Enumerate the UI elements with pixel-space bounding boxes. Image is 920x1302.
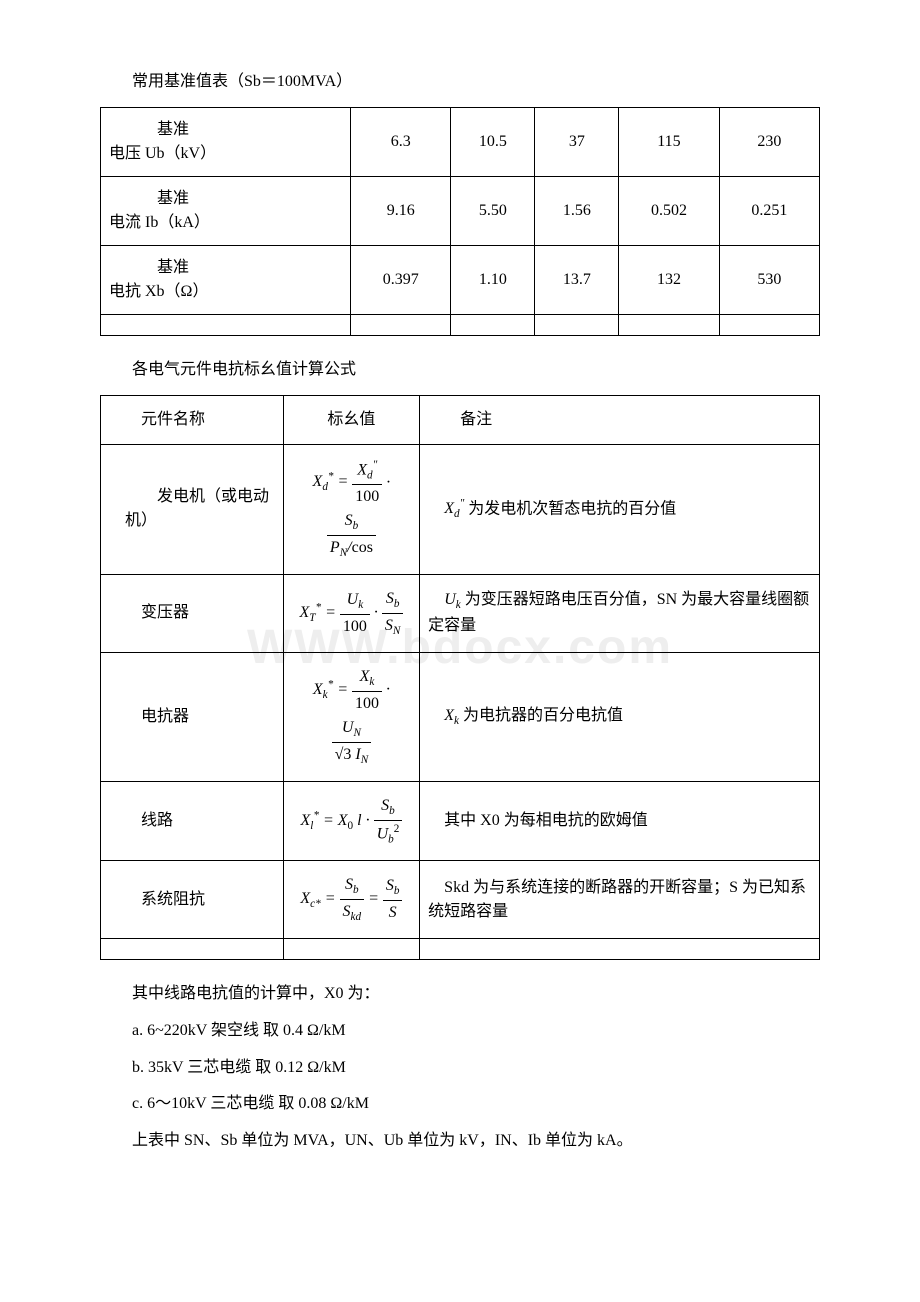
table1-title: 常用基准值表（Sb＝100MVA） (100, 68, 820, 97)
col-header: 备注 (420, 395, 820, 444)
table-row: 基准电压 Ub（kV） 6.3 10.5 37 115 230 (101, 107, 820, 176)
table-row: 电抗器 Xk* = Xk100 · UN√3 IN Xk 为电抗器的百分电抗值 (101, 652, 820, 781)
component-name: 系统阻抗 (101, 861, 284, 939)
formula-cell: Xd* = Xd"100 · SbPN/cos (283, 444, 420, 574)
formula-table: 元件名称 标幺值 备注 发电机（或电动机） Xd* = Xd"100 · SbP… (100, 395, 820, 960)
var: Xd" (444, 500, 464, 517)
cell: 530 (719, 245, 819, 314)
cell: 230 (719, 107, 819, 176)
table-row: 基准电抗 Xb（Ω） 0.397 1.10 13.7 132 530 (101, 245, 820, 314)
component-name: 线路 (101, 781, 284, 860)
row-header: 基准电流 Ib（kA） (101, 176, 351, 245)
cell: 37 (535, 107, 619, 176)
component-name: 电抗器 (101, 652, 284, 781)
table2-title: 各电气元件电抗标幺值计算公式 (100, 356, 820, 385)
cell: 5.50 (451, 176, 535, 245)
table-row: 系统阻抗 Xc* = SbSkd = SbS Skd 为与系统连接的断路器的开断… (101, 861, 820, 939)
note-cell: Xk 为电抗器的百分电抗值 (420, 652, 820, 781)
table-row (101, 314, 820, 335)
paragraph: b. 35kV 三芯电缆 取 0.12 Ω/kM (100, 1054, 820, 1083)
paragraph: 上表中 SN、Sb 单位为 MVA，UN、Ub 单位为 kV，IN、Ib 单位为… (100, 1127, 820, 1156)
cell: 1.56 (535, 176, 619, 245)
note-cell: Xd" 为发电机次暂态电抗的百分值 (420, 444, 820, 574)
table-row: 发电机（或电动机） Xd* = Xd"100 · SbPN/cos Xd" 为发… (101, 444, 820, 574)
cell: 0.397 (351, 245, 451, 314)
formula-cell: Xl* = X0 l · SbUb2 (283, 781, 420, 860)
note-cell: 其中 X0 为每相电抗的欧姆值 (420, 781, 820, 860)
cell: 0.251 (719, 176, 819, 245)
cell: 13.7 (535, 245, 619, 314)
reference-values-table: 基准电压 Ub（kV） 6.3 10.5 37 115 230 基准电流 Ib（… (100, 107, 820, 336)
table-row: 变压器 XT* = Uk100 · SbSN Uk 为变压器短路电压百分值，SN… (101, 574, 820, 652)
note-cell: Skd 为与系统连接的断路器的开断容量；S 为已知系统短路容量 (420, 861, 820, 939)
cell: 6.3 (351, 107, 451, 176)
col-header: 标幺值 (283, 395, 420, 444)
table-row: 基准电流 Ib（kA） 9.16 5.50 1.56 0.502 0.251 (101, 176, 820, 245)
table-header-row: 元件名称 标幺值 备注 (101, 395, 820, 444)
var: Uk (444, 591, 461, 608)
paragraph: 其中线路电抗值的计算中，X0 为： (100, 980, 820, 1009)
formula-cell: Xc* = SbSkd = SbS (283, 861, 420, 939)
component-name: 发电机（或电动机） (101, 444, 284, 574)
table-row: 线路 Xl* = X0 l · SbUb2 其中 X0 为每相电抗的欧姆值 (101, 781, 820, 860)
cell: 10.5 (451, 107, 535, 176)
note-cell: Uk 为变压器短路电压百分值，SN 为最大容量线圈额定容量 (420, 574, 820, 652)
formula-cell: XT* = Uk100 · SbSN (283, 574, 420, 652)
cell: 9.16 (351, 176, 451, 245)
row-header: 基准电压 Ub（kV） (101, 107, 351, 176)
cell: 132 (619, 245, 719, 314)
table-row (101, 939, 820, 960)
row-header: 基准电抗 Xb（Ω） (101, 245, 351, 314)
cell: 115 (619, 107, 719, 176)
var: Xk (444, 707, 459, 724)
cell: 1.10 (451, 245, 535, 314)
paragraph: a. 6~220kV 架空线 取 0.4 Ω/kM (100, 1017, 820, 1046)
col-header: 元件名称 (101, 395, 284, 444)
component-name: 变压器 (101, 574, 284, 652)
formula-cell: Xk* = Xk100 · UN√3 IN (283, 652, 420, 781)
paragraph: c. 6～10kV 三芯电缆 取 0.08 Ω/kM (100, 1090, 820, 1119)
cell: 0.502 (619, 176, 719, 245)
